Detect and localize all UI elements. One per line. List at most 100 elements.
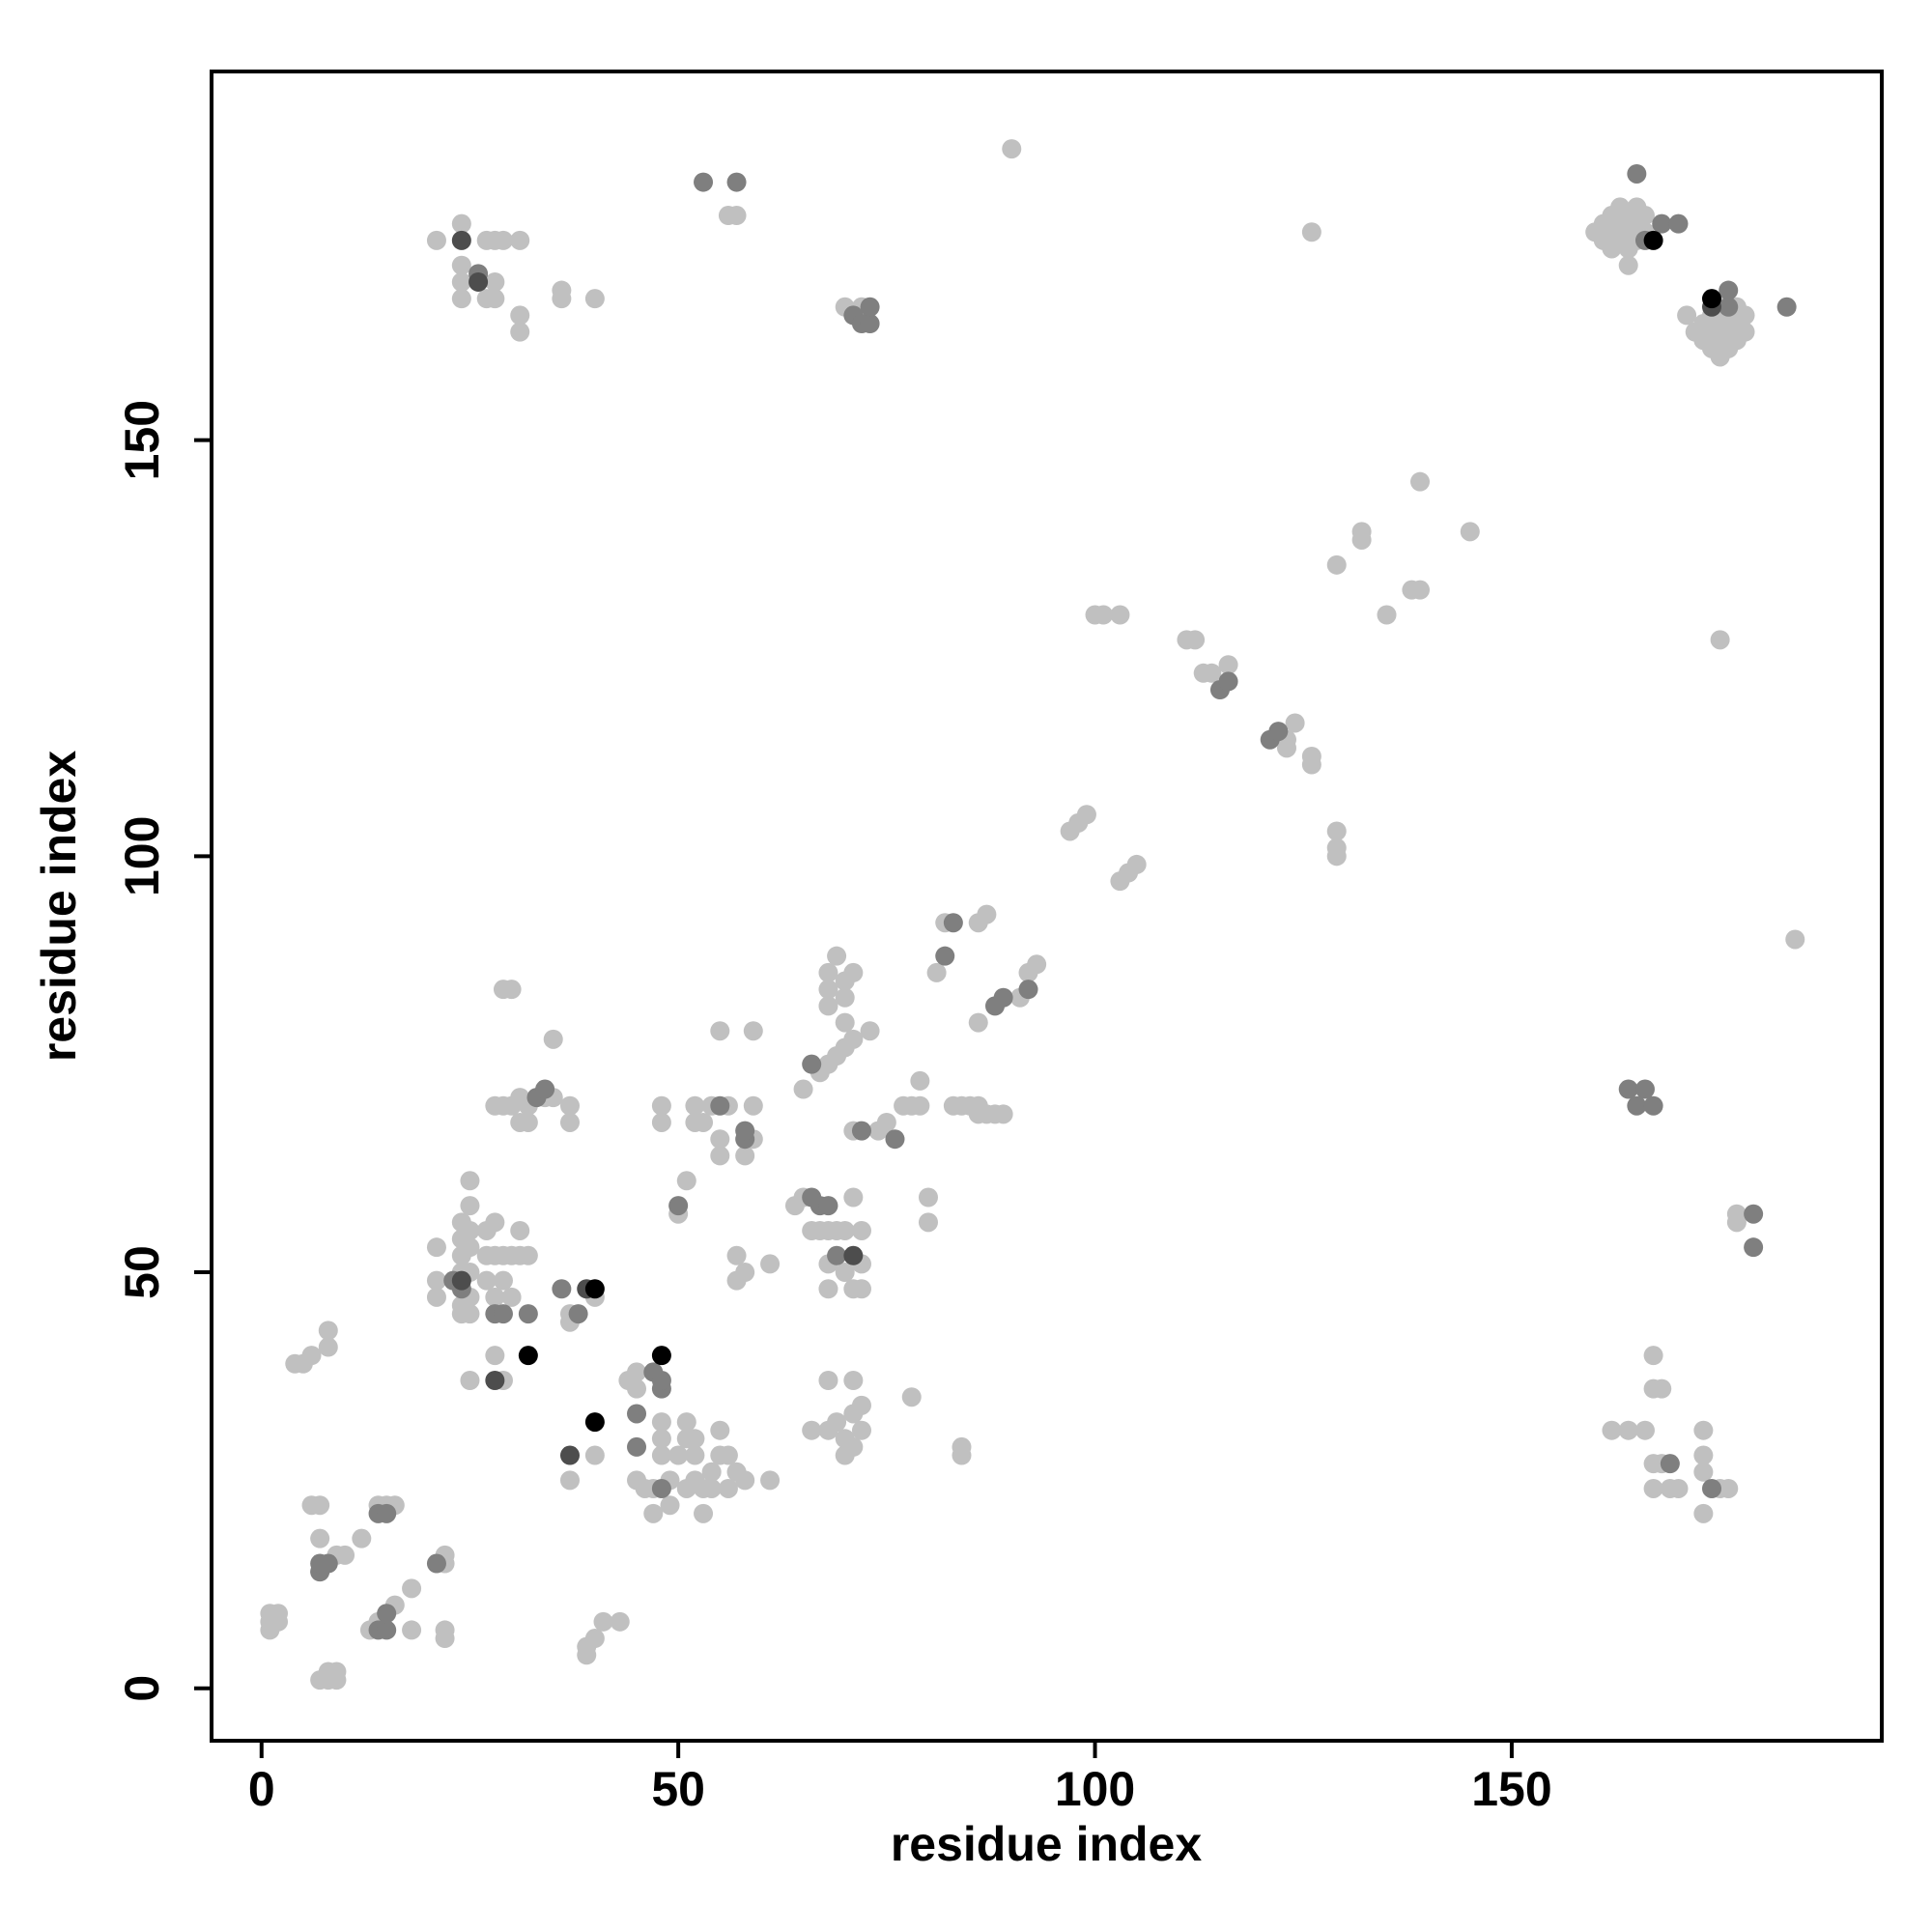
point bbox=[1460, 522, 1480, 542]
point bbox=[1744, 1237, 1764, 1258]
point bbox=[743, 1095, 763, 1116]
point bbox=[451, 255, 471, 275]
point bbox=[860, 314, 880, 334]
point bbox=[1602, 1420, 1622, 1440]
point bbox=[760, 1254, 781, 1274]
point bbox=[735, 1470, 755, 1491]
point bbox=[377, 1503, 397, 1523]
point bbox=[543, 1029, 563, 1049]
point bbox=[1710, 630, 1730, 650]
point bbox=[518, 1245, 538, 1265]
point bbox=[559, 1470, 580, 1491]
point bbox=[1627, 1095, 1647, 1116]
point bbox=[568, 1304, 588, 1324]
point bbox=[1643, 1478, 1663, 1498]
point bbox=[843, 1436, 864, 1457]
point bbox=[269, 1604, 289, 1624]
point bbox=[1410, 580, 1431, 600]
point bbox=[1719, 1478, 1739, 1498]
point bbox=[1643, 1346, 1663, 1366]
point bbox=[469, 271, 489, 292]
point bbox=[818, 1371, 838, 1391]
point bbox=[1094, 605, 1114, 625]
point bbox=[1185, 630, 1206, 650]
point bbox=[668, 1196, 689, 1216]
point bbox=[851, 1121, 871, 1141]
point bbox=[460, 1220, 480, 1240]
point bbox=[1735, 322, 1755, 342]
point bbox=[1693, 1420, 1714, 1440]
point bbox=[485, 289, 505, 309]
point bbox=[651, 1445, 671, 1465]
point bbox=[1677, 305, 1697, 326]
plot-frame bbox=[210, 70, 1884, 1743]
point bbox=[735, 1146, 755, 1166]
point bbox=[493, 1270, 513, 1291]
point bbox=[451, 289, 471, 309]
point bbox=[851, 1395, 871, 1415]
point bbox=[885, 1129, 905, 1150]
point bbox=[651, 1095, 671, 1116]
point bbox=[1693, 1462, 1714, 1482]
point bbox=[1076, 805, 1096, 825]
point bbox=[651, 1112, 671, 1132]
point bbox=[743, 1021, 763, 1041]
point bbox=[793, 1079, 813, 1099]
point bbox=[301, 1346, 322, 1366]
point bbox=[726, 206, 747, 226]
point bbox=[926, 962, 947, 982]
point bbox=[559, 1095, 580, 1116]
point bbox=[451, 230, 471, 250]
point bbox=[935, 946, 955, 966]
point bbox=[1202, 663, 1222, 683]
point bbox=[501, 1287, 522, 1307]
point bbox=[593, 1611, 613, 1632]
point bbox=[993, 1104, 1013, 1124]
point bbox=[460, 1304, 480, 1324]
point bbox=[818, 962, 838, 982]
point bbox=[910, 1095, 930, 1116]
point bbox=[1693, 1445, 1714, 1465]
point bbox=[1776, 297, 1797, 317]
point bbox=[1668, 1478, 1689, 1498]
point bbox=[518, 1346, 538, 1366]
point bbox=[1634, 206, 1655, 226]
point bbox=[493, 230, 513, 250]
point bbox=[710, 1095, 730, 1116]
point bbox=[668, 1445, 689, 1465]
point bbox=[851, 1420, 871, 1440]
point bbox=[843, 962, 864, 982]
point bbox=[426, 1237, 446, 1258]
point bbox=[843, 1029, 864, 1049]
y-tick-label: 150 bbox=[115, 400, 169, 480]
point bbox=[310, 1495, 330, 1516]
point bbox=[627, 1404, 647, 1424]
point bbox=[1719, 297, 1739, 317]
point bbox=[451, 1270, 471, 1291]
point bbox=[1285, 713, 1305, 733]
point bbox=[760, 1470, 781, 1491]
point bbox=[685, 1095, 705, 1116]
point bbox=[627, 1436, 647, 1457]
point bbox=[1002, 139, 1022, 159]
point bbox=[451, 213, 471, 234]
point bbox=[518, 1112, 538, 1132]
point bbox=[818, 996, 838, 1016]
point bbox=[510, 1220, 530, 1240]
point bbox=[327, 1662, 347, 1682]
point bbox=[518, 1304, 538, 1324]
point bbox=[584, 289, 605, 309]
point bbox=[1126, 854, 1147, 874]
point bbox=[685, 1445, 705, 1465]
point bbox=[1710, 347, 1730, 367]
point bbox=[584, 1279, 605, 1299]
point bbox=[843, 1371, 864, 1391]
point bbox=[460, 1196, 480, 1216]
point bbox=[1652, 1378, 1672, 1399]
point bbox=[827, 946, 847, 966]
point bbox=[802, 1054, 822, 1074]
point bbox=[860, 297, 880, 317]
point bbox=[1618, 1079, 1638, 1099]
point bbox=[1218, 655, 1238, 675]
